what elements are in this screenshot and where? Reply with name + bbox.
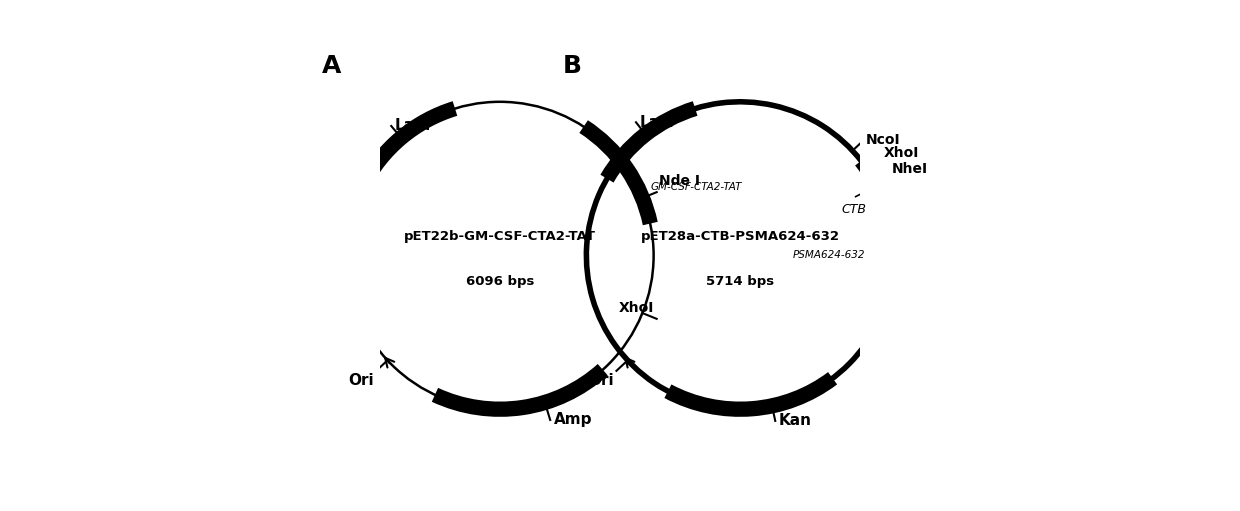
Text: PSMA624-632: PSMA624-632 <box>792 250 864 260</box>
Text: Kan: Kan <box>779 413 812 428</box>
Text: LacI: LacI <box>640 115 675 130</box>
Text: XhoI: XhoI <box>619 301 655 315</box>
Text: GM-CSF-CTA2-TAT: GM-CSF-CTA2-TAT <box>651 182 743 192</box>
Text: A: A <box>322 54 341 78</box>
Text: CTB: CTB <box>841 202 866 216</box>
Text: pET22b-GM-CSF-CTA2-TAT: pET22b-GM-CSF-CTA2-TAT <box>404 230 596 243</box>
Text: B: B <box>563 54 582 78</box>
Text: Amp: Amp <box>554 412 593 427</box>
Text: Nde I: Nde I <box>660 174 701 189</box>
Text: XhoI: XhoI <box>884 146 919 159</box>
Text: Ori: Ori <box>589 373 614 388</box>
Text: NheI: NheI <box>892 162 929 176</box>
Text: 5714 bps: 5714 bps <box>706 275 774 288</box>
Text: 6096 bps: 6096 bps <box>466 275 534 288</box>
Text: NcoI: NcoI <box>867 133 900 147</box>
Text: LaCl: LaCl <box>396 119 432 133</box>
Text: Ori: Ori <box>348 373 373 388</box>
Text: pET28a-CTB-PSMA624-632: pET28a-CTB-PSMA624-632 <box>641 230 839 243</box>
